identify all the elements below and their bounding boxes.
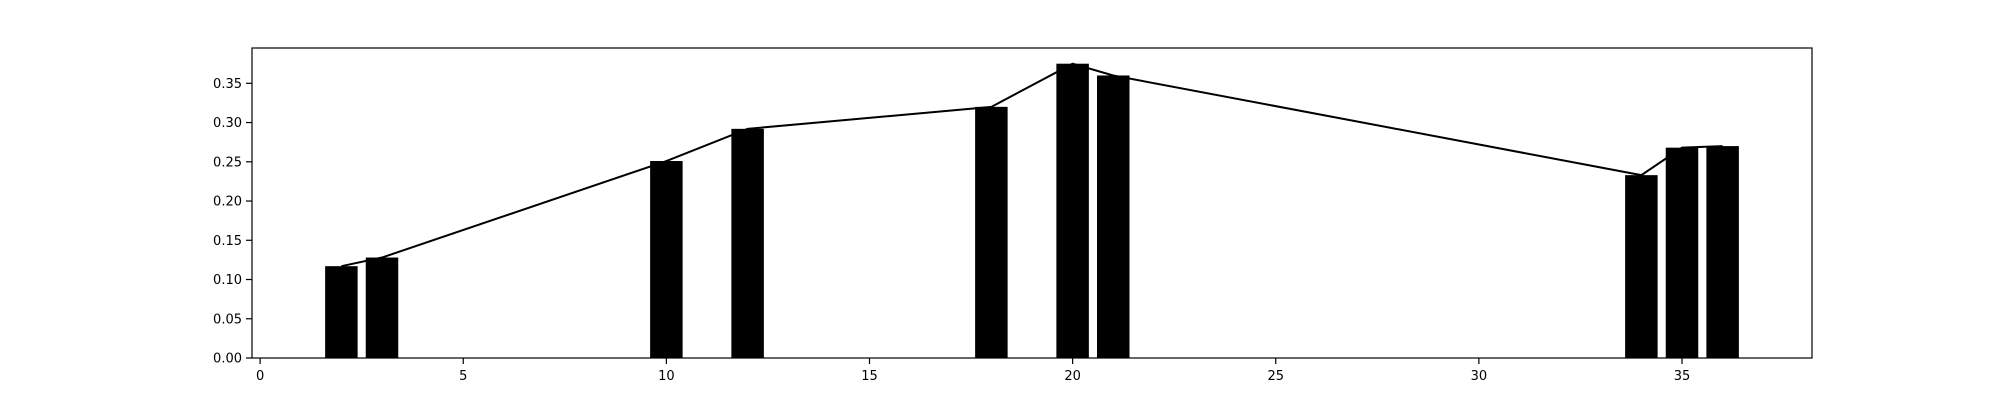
series-line [341, 62, 1723, 268]
bars [325, 63, 1739, 358]
y-tick-label: 0.35 [213, 77, 242, 92]
x-tick-label: 0 [256, 369, 264, 384]
bar [731, 128, 764, 358]
bar [325, 266, 358, 358]
axes [251, 47, 1813, 359]
bar [1706, 146, 1739, 358]
x-tick-label: 5 [459, 369, 467, 384]
x-axis-ticks: 0 5 10 15 20 25 30 35 [256, 358, 1690, 384]
y-tick-label: 0.05 [213, 312, 242, 327]
y-axis-ticks: 0.00 0.05 0.10 0.15 0.20 0.25 0.30 0.35 [213, 77, 252, 367]
x-tick-label: 15 [861, 369, 878, 384]
bar [1097, 75, 1130, 358]
y-tick-label: 0.20 [213, 195, 242, 210]
x-tick-label: 35 [1674, 369, 1691, 384]
plot-frame [251, 47, 1813, 359]
x-tick-label: 10 [658, 369, 675, 384]
bar [1056, 63, 1089, 358]
bar [365, 257, 399, 358]
x-tick-label: 20 [1064, 369, 1081, 384]
y-tick-label: 0.25 [213, 155, 242, 170]
bar [1665, 147, 1699, 358]
series-line-path [341, 62, 1723, 268]
y-tick-label: 0.10 [213, 273, 242, 288]
bar [975, 106, 1008, 358]
x-tick-label: 30 [1471, 369, 1488, 384]
x-tick-label: 25 [1267, 369, 1284, 384]
y-tick-label: 0.00 [213, 352, 242, 367]
y-tick-label: 0.30 [213, 116, 242, 131]
bar [650, 161, 683, 358]
y-tick-label: 0.15 [213, 234, 242, 249]
bar [1625, 175, 1658, 358]
